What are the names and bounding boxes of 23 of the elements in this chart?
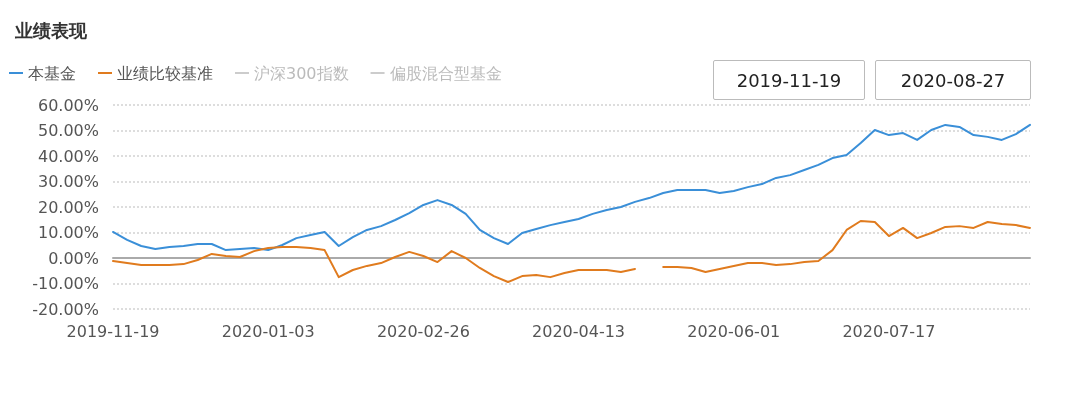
x-tick-label: 2020-02-26: [376, 321, 470, 341]
legend-label: 偏股混合型基金: [389, 63, 502, 83]
date-input: 2020-08-27: [875, 60, 1031, 100]
y-tick-label: 0.00%: [48, 248, 99, 268]
y-tick-label: 60.00%: [37, 95, 99, 115]
y-tick-label: 50.00%: [37, 121, 99, 140]
legend-label: 业绩比较基准: [117, 63, 213, 83]
x-tick-label: 2020-07-17: [842, 321, 936, 341]
line-series: [112, 123, 1031, 252]
y-tick-label: -10.00%: [32, 274, 99, 293]
chart-title: 业绩表现: [14, 19, 88, 41]
legend-label: 沪深300指数: [254, 63, 349, 83]
x-tick-label: 2020-04-13: [532, 321, 626, 341]
date-input: 2019-11-19: [713, 60, 865, 100]
y-tick-label: 20.00%: [37, 197, 99, 217]
y-tick-label: 10.00%: [37, 223, 99, 242]
x-tick-label: 2020-01-03: [221, 321, 315, 341]
y-tick-label: 30.00%: [37, 172, 99, 191]
y-tick-label: 40.00%: [37, 146, 99, 166]
y-tick-label: -20.00%: [32, 299, 99, 319]
x-tick-label: 2020-06-01: [687, 321, 781, 341]
x-tick-label: 2019-11-19: [66, 321, 160, 341]
legend-label: 本基金: [28, 63, 76, 83]
